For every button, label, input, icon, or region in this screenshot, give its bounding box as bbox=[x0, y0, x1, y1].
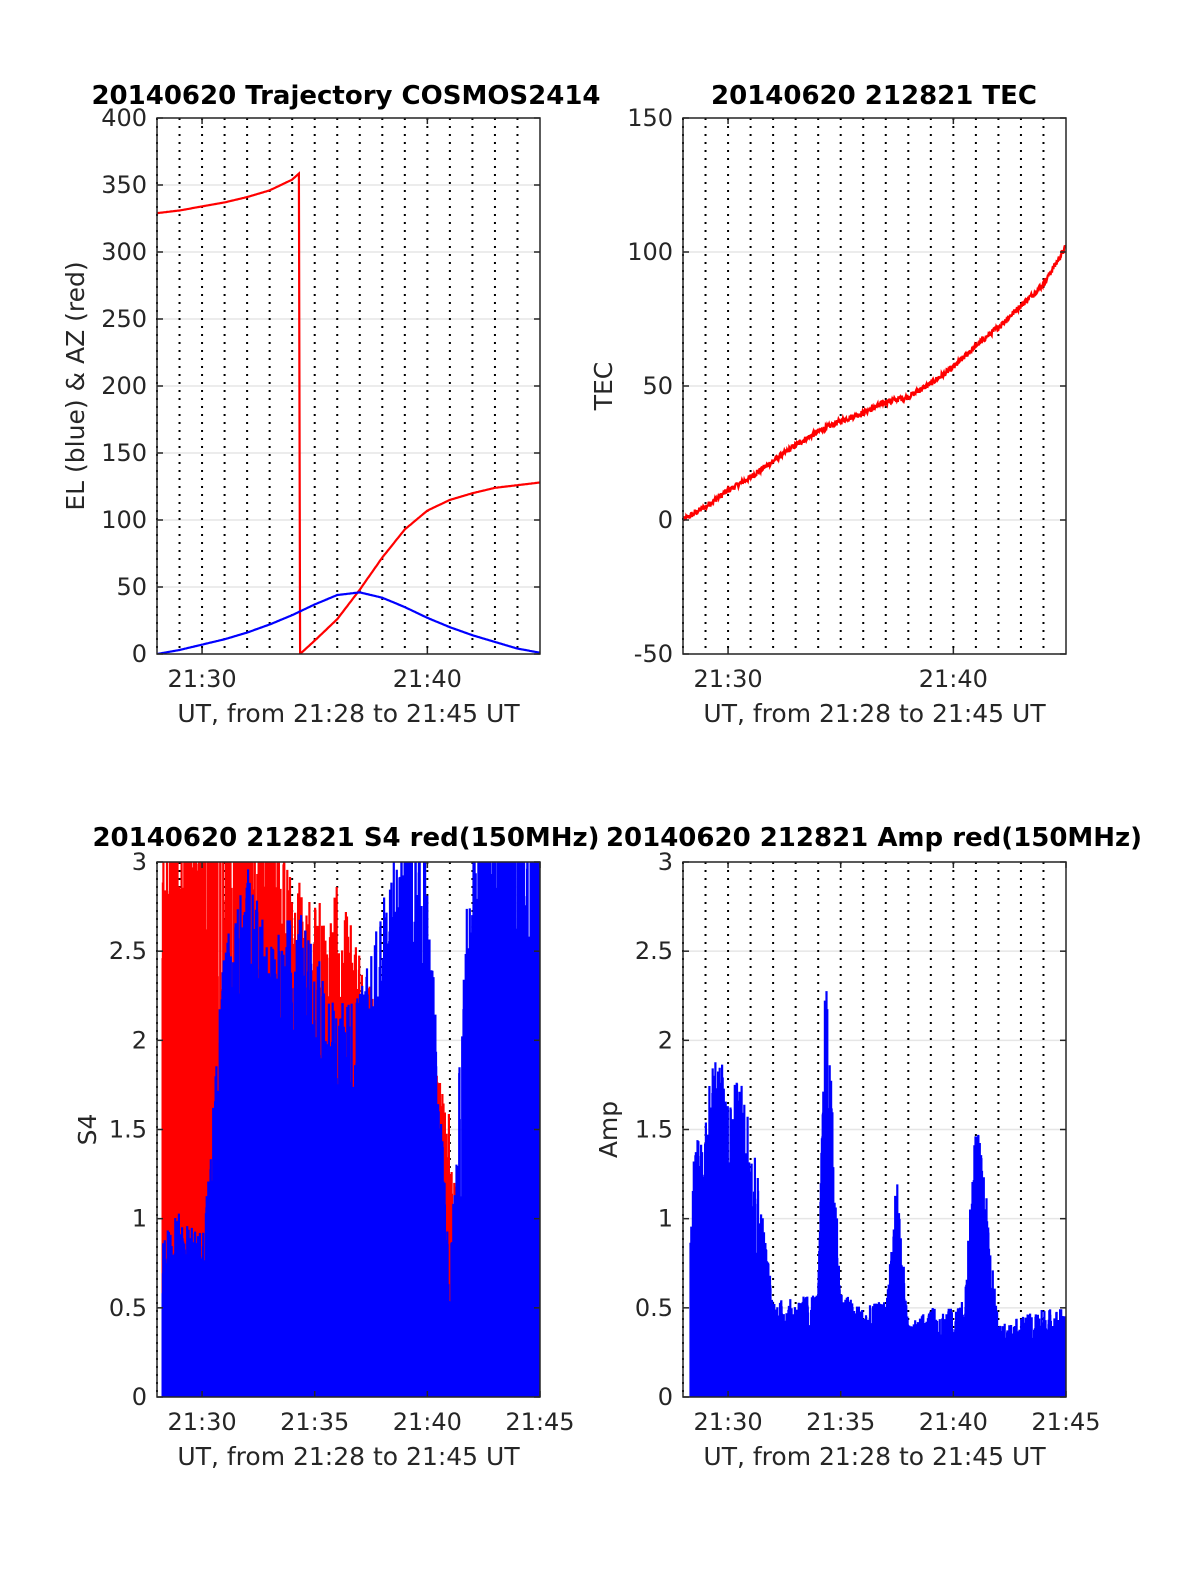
chart-title: 20140620 212821 TEC bbox=[711, 81, 1037, 111]
chart-title: 20140620 212821 S4 red(150MHz) bbox=[92, 823, 599, 853]
x-tick-label: 21:30 bbox=[693, 665, 762, 693]
x-axis-label: UT, from 21:28 to 21:45 UT bbox=[703, 1442, 1046, 1471]
plot-area bbox=[157, 171, 540, 654]
y-tick-label: 1 bbox=[132, 1205, 147, 1233]
y-tick-label: 100 bbox=[101, 506, 147, 534]
x-tick-label: 21:40 bbox=[393, 665, 462, 693]
panel-3: 0 0.5 1 1.5 2 2.5 3 21:30 21:35 21:40 21:45 2014062… bbox=[73, 823, 600, 1471]
x-tick-label: 21:35 bbox=[806, 1408, 875, 1436]
x-tick-label: 21:35 bbox=[280, 1408, 349, 1436]
y-tick-label: 200 bbox=[101, 372, 147, 400]
y-tick-label: 0 bbox=[658, 506, 673, 534]
y-tick-label: 100 bbox=[627, 238, 673, 266]
panel-4: 0 0.5 1 1.5 2 2.5 3 21:30 21:35 21:40 21:45 2014062… bbox=[594, 823, 1142, 1471]
y-tick-label: 0 bbox=[132, 640, 147, 668]
y-tick-label: 1 bbox=[658, 1205, 673, 1233]
y-tick-label: 150 bbox=[627, 104, 673, 132]
y-tick-label: 1.5 bbox=[109, 1116, 147, 1144]
panel-2: -50 0 50 100 150 21:30 21:40 20140620 212821 TE… bbox=[589, 81, 1067, 728]
y-axis-label: Amp bbox=[594, 1101, 623, 1158]
x-tick-label: 21:40 bbox=[919, 1408, 988, 1436]
y-tick-label: 300 bbox=[101, 238, 147, 266]
y-tick-label: 0.5 bbox=[109, 1294, 147, 1322]
x-tick-label: 21:30 bbox=[167, 665, 236, 693]
chart-title: 20140620 212821 Amp red(150MHz) bbox=[606, 823, 1142, 853]
y-tick-label: 2.5 bbox=[109, 937, 147, 965]
x-tick-label: 21:45 bbox=[505, 1408, 574, 1436]
y-tick-label: 3 bbox=[658, 848, 673, 876]
plot-area bbox=[161, 862, 540, 1397]
series-line-2 bbox=[157, 591, 540, 654]
y-tick-label: 0 bbox=[132, 1383, 147, 1411]
x-tick-label: 21:45 bbox=[1031, 1408, 1100, 1436]
plot-area bbox=[689, 991, 1066, 1397]
y-tick-label: 0.5 bbox=[635, 1294, 673, 1322]
y-tick-label: -50 bbox=[634, 640, 673, 668]
y-tick-label: 400 bbox=[101, 104, 147, 132]
plot-area bbox=[683, 244, 1066, 522]
x-axis-label: UT, from 21:28 to 21:45 UT bbox=[703, 699, 1046, 728]
y-axis-label: S4 bbox=[73, 1114, 102, 1146]
y-tick-label: 1.5 bbox=[635, 1116, 673, 1144]
y-tick-label: 3 bbox=[132, 848, 147, 876]
x-axis-label: UT, from 21:28 to 21:45 UT bbox=[177, 699, 520, 728]
y-tick-label: 350 bbox=[101, 171, 147, 199]
y-tick-label: 50 bbox=[642, 372, 673, 400]
y-tick-label: 2 bbox=[132, 1026, 147, 1054]
x-tick-label: 21:40 bbox=[393, 1408, 462, 1436]
series-spikes-2 bbox=[161, 862, 540, 1397]
series-spikes-1 bbox=[689, 991, 1066, 1397]
x-axis-label: UT, from 21:28 to 21:45 UT bbox=[177, 1442, 520, 1471]
y-tick-label: 0 bbox=[658, 1383, 673, 1411]
y-tick-label: 50 bbox=[116, 573, 147, 601]
y-axis-label: TEC bbox=[589, 362, 618, 412]
y-tick-label: 2 bbox=[658, 1026, 673, 1054]
x-tick-label: 21:30 bbox=[693, 1408, 762, 1436]
y-tick-label: 2.5 bbox=[635, 937, 673, 965]
panel-1: 0 50 100 150 200 250 300 350 400 21:30 21:40 201406… bbox=[61, 81, 601, 728]
x-tick-label: 21:30 bbox=[167, 1408, 236, 1436]
x-tick-label: 21:40 bbox=[919, 665, 988, 693]
chart-title: 20140620 Trajectory COSMOS2414 bbox=[91, 81, 600, 111]
y-tick-label: 250 bbox=[101, 305, 147, 333]
y-axis-label: EL (blue) & AZ (red) bbox=[61, 261, 90, 510]
y-tick-label: 150 bbox=[101, 439, 147, 467]
series-line-1 bbox=[157, 171, 540, 654]
series-line-1 bbox=[683, 244, 1066, 522]
